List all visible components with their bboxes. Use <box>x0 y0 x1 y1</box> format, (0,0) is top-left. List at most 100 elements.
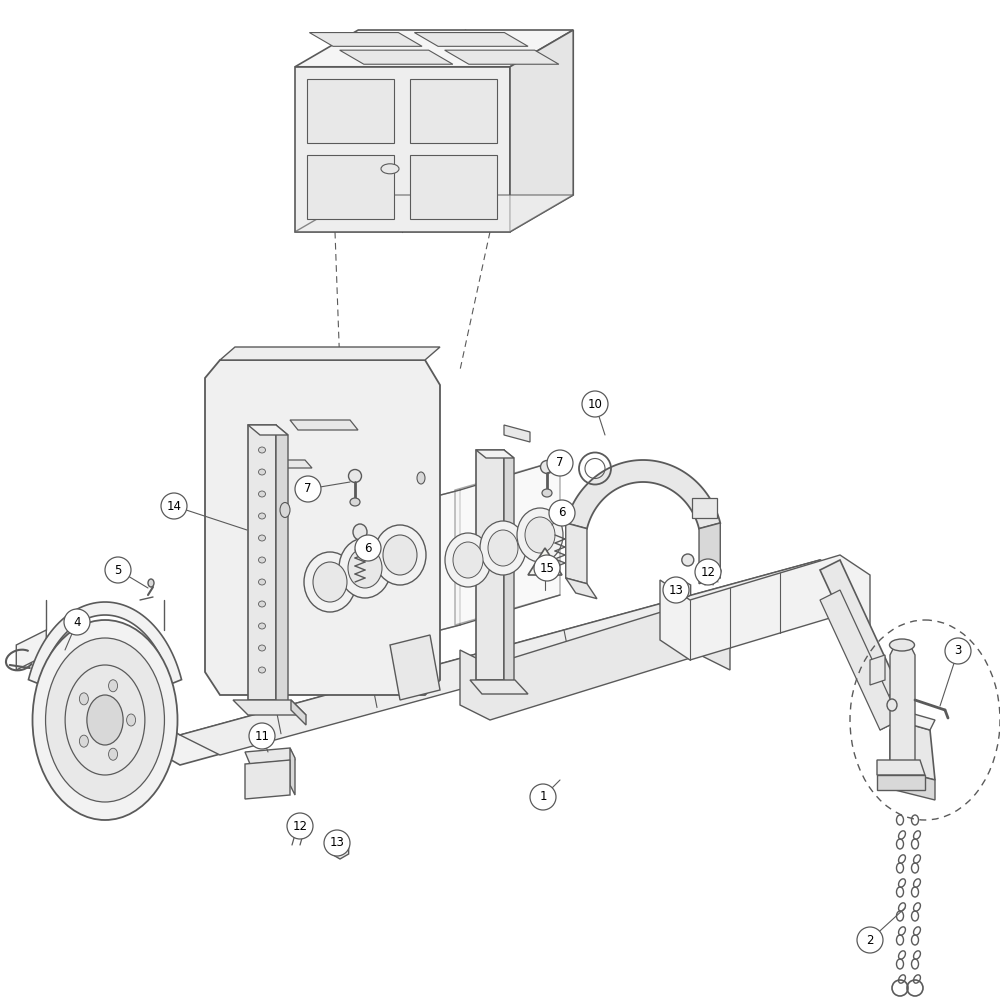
Ellipse shape <box>258 601 266 607</box>
Polygon shape <box>890 645 915 770</box>
Ellipse shape <box>296 827 308 835</box>
Polygon shape <box>510 30 573 232</box>
Ellipse shape <box>348 548 382 588</box>
Ellipse shape <box>87 695 123 745</box>
Ellipse shape <box>445 533 491 587</box>
Circle shape <box>355 535 381 561</box>
Polygon shape <box>504 425 530 442</box>
Polygon shape <box>180 560 860 755</box>
Polygon shape <box>410 155 497 219</box>
Ellipse shape <box>383 535 417 575</box>
Ellipse shape <box>258 447 266 453</box>
Polygon shape <box>295 67 510 232</box>
Polygon shape <box>248 425 288 435</box>
Polygon shape <box>890 720 935 780</box>
Text: 14: 14 <box>166 499 182 512</box>
Ellipse shape <box>525 517 555 553</box>
Polygon shape <box>820 590 900 730</box>
Ellipse shape <box>517 508 563 562</box>
Circle shape <box>105 557 131 583</box>
Polygon shape <box>528 548 562 575</box>
Polygon shape <box>673 580 691 600</box>
Polygon shape <box>290 748 295 795</box>
Ellipse shape <box>488 530 518 566</box>
Ellipse shape <box>148 579 154 587</box>
Circle shape <box>549 500 575 526</box>
Polygon shape <box>295 30 573 67</box>
Ellipse shape <box>258 535 266 541</box>
Text: 7: 7 <box>556 456 564 470</box>
Text: 5: 5 <box>114 564 122 576</box>
Polygon shape <box>309 33 422 46</box>
Polygon shape <box>340 50 453 64</box>
Ellipse shape <box>453 542 483 578</box>
Ellipse shape <box>542 489 552 497</box>
Polygon shape <box>295 195 573 232</box>
Text: 13: 13 <box>669 584 683 596</box>
Polygon shape <box>820 560 900 700</box>
Ellipse shape <box>280 502 290 518</box>
Text: 3: 3 <box>954 645 962 658</box>
Ellipse shape <box>258 469 266 475</box>
Ellipse shape <box>353 524 367 540</box>
Circle shape <box>663 577 689 603</box>
Polygon shape <box>307 79 394 143</box>
Circle shape <box>857 927 883 953</box>
Ellipse shape <box>258 491 266 497</box>
Polygon shape <box>476 450 504 680</box>
Text: 2: 2 <box>866 934 874 946</box>
Ellipse shape <box>258 579 266 585</box>
Circle shape <box>945 638 971 664</box>
Ellipse shape <box>417 472 425 484</box>
Ellipse shape <box>349 470 362 483</box>
Ellipse shape <box>304 552 356 612</box>
Polygon shape <box>692 497 717 518</box>
Polygon shape <box>470 680 528 694</box>
Polygon shape <box>460 600 730 720</box>
Polygon shape <box>410 79 497 143</box>
Polygon shape <box>699 523 720 584</box>
Circle shape <box>582 391 608 417</box>
Ellipse shape <box>258 513 266 519</box>
Text: 7: 7 <box>304 483 312 495</box>
Circle shape <box>324 830 350 856</box>
Circle shape <box>547 450 573 476</box>
Ellipse shape <box>709 567 721 575</box>
Ellipse shape <box>682 554 694 566</box>
Ellipse shape <box>381 164 399 174</box>
Polygon shape <box>291 700 306 725</box>
Circle shape <box>249 723 275 749</box>
Polygon shape <box>245 760 290 799</box>
Polygon shape <box>265 460 312 468</box>
Polygon shape <box>220 347 440 360</box>
Polygon shape <box>445 50 559 64</box>
Ellipse shape <box>258 557 266 563</box>
Polygon shape <box>248 425 276 700</box>
Ellipse shape <box>65 665 145 775</box>
Polygon shape <box>276 425 288 710</box>
Ellipse shape <box>258 645 266 651</box>
Polygon shape <box>476 450 514 458</box>
Ellipse shape <box>258 623 266 629</box>
Ellipse shape <box>79 693 88 705</box>
Polygon shape <box>660 555 870 660</box>
Ellipse shape <box>350 498 360 506</box>
Ellipse shape <box>32 620 178 820</box>
Text: 12: 12 <box>700 566 716 578</box>
Circle shape <box>64 609 90 635</box>
Circle shape <box>695 559 721 585</box>
Ellipse shape <box>127 714 136 726</box>
Polygon shape <box>455 460 560 625</box>
Polygon shape <box>145 560 860 765</box>
Circle shape <box>295 476 321 502</box>
Polygon shape <box>233 700 306 715</box>
Ellipse shape <box>890 639 914 651</box>
Text: 13: 13 <box>330 836 344 850</box>
Ellipse shape <box>109 680 118 692</box>
Ellipse shape <box>258 667 266 673</box>
Circle shape <box>287 813 313 839</box>
Polygon shape <box>28 602 182 684</box>
Polygon shape <box>895 710 935 730</box>
Circle shape <box>534 555 560 581</box>
Ellipse shape <box>540 460 554 474</box>
